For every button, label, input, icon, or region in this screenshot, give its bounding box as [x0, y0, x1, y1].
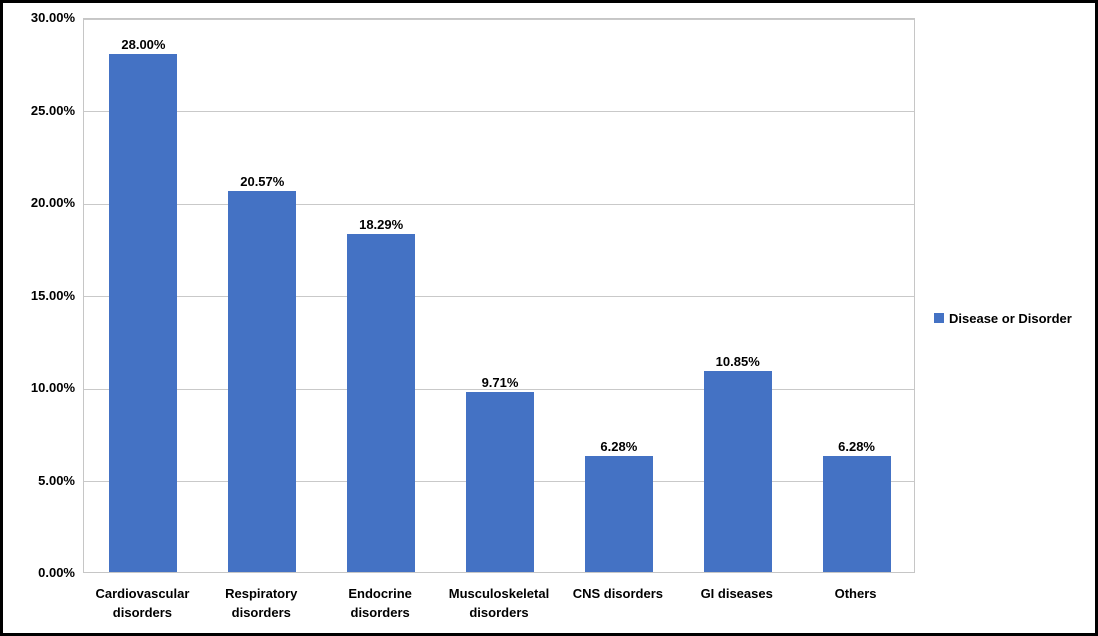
y-axis-tick-label: 25.00% [30, 102, 75, 118]
legend: Disease or Disorder [934, 309, 1072, 327]
x-category-label: Musculoskeletal disorders [448, 586, 550, 620]
y-axis-tick-label: 15.00% [30, 287, 75, 303]
legend-square-icon [934, 313, 944, 323]
bar-value-label: 10.85% [715, 354, 760, 370]
bar-value-label: 6.28% [600, 438, 638, 454]
gridline [84, 18, 914, 20]
y-axis-tick-label: 30.00% [30, 10, 75, 25]
bar [109, 54, 178, 572]
y-axis-tick-label: 5.00% [38, 472, 75, 488]
bar [822, 455, 891, 572]
gridline [84, 111, 914, 112]
bar-value-label: 9.71% [481, 375, 519, 391]
x-category-label: GI diseases [700, 586, 773, 601]
x-category-label: CNS disorders [572, 586, 663, 601]
bar [466, 392, 534, 572]
plot-area: 28.00% 20.57% 18.29% 9.71% 6.28% 10.85% 6.28% [83, 18, 915, 573]
x-category-label: Respiratory disorders [225, 586, 298, 620]
y-axis-tick-label: 20.00% [30, 195, 75, 210]
y-axis-tick-label: 10.00% [30, 380, 75, 395]
bar [703, 371, 772, 572]
legend-label: Disease or Disorder [949, 310, 1072, 326]
x-category-label: Others [834, 586, 877, 601]
bar [347, 233, 416, 572]
gridline [84, 388, 914, 390]
bar [228, 191, 297, 572]
gridline [84, 203, 914, 205]
bar-value-label: 28.00% [121, 37, 166, 52]
bar [584, 455, 653, 572]
x-category-label: Cardiovascular disorders [95, 586, 190, 620]
bar-value-label: 6.28% [838, 438, 875, 454]
bar-value-label: 18.29% [359, 216, 404, 232]
bar-value-label: 20.57% [240, 174, 285, 190]
y-axis-tick-label: 0.00% [38, 565, 75, 580]
x-category-label: Endocrine disorders [348, 586, 412, 620]
gridline [84, 296, 914, 297]
